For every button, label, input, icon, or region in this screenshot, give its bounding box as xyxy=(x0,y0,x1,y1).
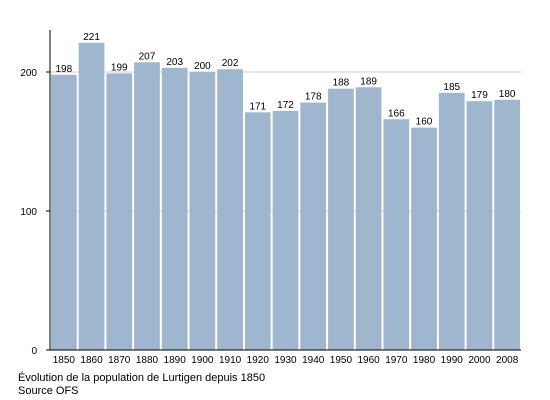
bar-1950 xyxy=(328,88,354,351)
y-tick-labels: 0 100 200 xyxy=(20,68,37,357)
x-tick-1920: 1920 xyxy=(247,355,270,366)
bar-1960 xyxy=(355,87,382,350)
data-label-1850: 198 xyxy=(56,64,73,75)
y-tick-100: 100 xyxy=(20,207,37,218)
bar-1910 xyxy=(217,69,243,350)
bar-1870 xyxy=(106,73,133,350)
bar-1900 xyxy=(189,72,216,350)
bar-1970 xyxy=(383,119,410,350)
data-label-1920: 171 xyxy=(249,101,266,112)
data-label-1950: 188 xyxy=(333,78,350,89)
data-label-1860: 221 xyxy=(83,32,100,43)
bar-1990 xyxy=(438,92,465,350)
x-tick-2008: 2008 xyxy=(496,355,519,366)
x-tick-1850: 1850 xyxy=(53,355,76,366)
x-tick-labels: 1850 1860 1870 1880 1890 1900 1910 1920 1930 1940… xyxy=(53,355,519,366)
x-tick-1870: 1870 xyxy=(108,355,131,366)
bar-1920 xyxy=(244,112,271,350)
x-tick-1890: 1890 xyxy=(164,355,187,366)
bar-1860 xyxy=(78,42,105,351)
x-tick-1970: 1970 xyxy=(385,355,408,366)
data-label-1930: 172 xyxy=(277,100,294,111)
bar-1850 xyxy=(51,74,77,350)
x-tick-1930: 1930 xyxy=(274,355,297,366)
data-label-1990: 185 xyxy=(443,82,460,93)
data-label-2008: 180 xyxy=(499,89,516,100)
bar-1930 xyxy=(272,110,299,350)
bar-1890 xyxy=(161,67,188,350)
bar-1980 xyxy=(411,127,437,350)
data-label-1870: 199 xyxy=(111,62,128,73)
data-label-1910: 202 xyxy=(222,58,239,69)
x-tick-1880: 1880 xyxy=(136,355,159,366)
x-tick-1900: 1900 xyxy=(191,355,214,366)
x-tick-1860: 1860 xyxy=(80,355,103,366)
axes xyxy=(46,30,521,351)
bar-1940 xyxy=(300,102,327,350)
caption-title: Évolution de la population de Lurtigen d… xyxy=(18,372,266,384)
x-tick-1980: 1980 xyxy=(413,355,436,366)
x-tick-1910: 1910 xyxy=(219,355,242,366)
data-label-1890: 203 xyxy=(166,57,183,68)
data-label-1970: 166 xyxy=(388,108,405,119)
x-tick-1960: 1960 xyxy=(357,355,380,366)
caption-source: Source OFS xyxy=(18,385,79,397)
y-tick-200: 200 xyxy=(20,68,37,79)
data-label-1900: 200 xyxy=(194,61,211,72)
data-label-1960: 189 xyxy=(360,76,377,87)
data-label-1880: 207 xyxy=(139,51,156,62)
x-tick-1940: 1940 xyxy=(302,355,325,366)
data-label-1980: 160 xyxy=(416,117,433,128)
x-tick-1950: 1950 xyxy=(330,355,353,366)
y-tick-0: 0 xyxy=(31,346,37,357)
x-tick-1990: 1990 xyxy=(441,355,464,366)
x-tick-2000: 2000 xyxy=(468,355,491,366)
bar-2000 xyxy=(466,101,493,350)
data-label-1940: 178 xyxy=(305,92,322,103)
data-labels: 198 221 199 207 203 200 202 171 172 178 188 189 166 1… xyxy=(56,32,516,128)
bars xyxy=(51,42,520,351)
bar-1880 xyxy=(134,62,160,351)
bar-2008 xyxy=(494,99,520,350)
data-label-2000: 179 xyxy=(471,90,488,101)
